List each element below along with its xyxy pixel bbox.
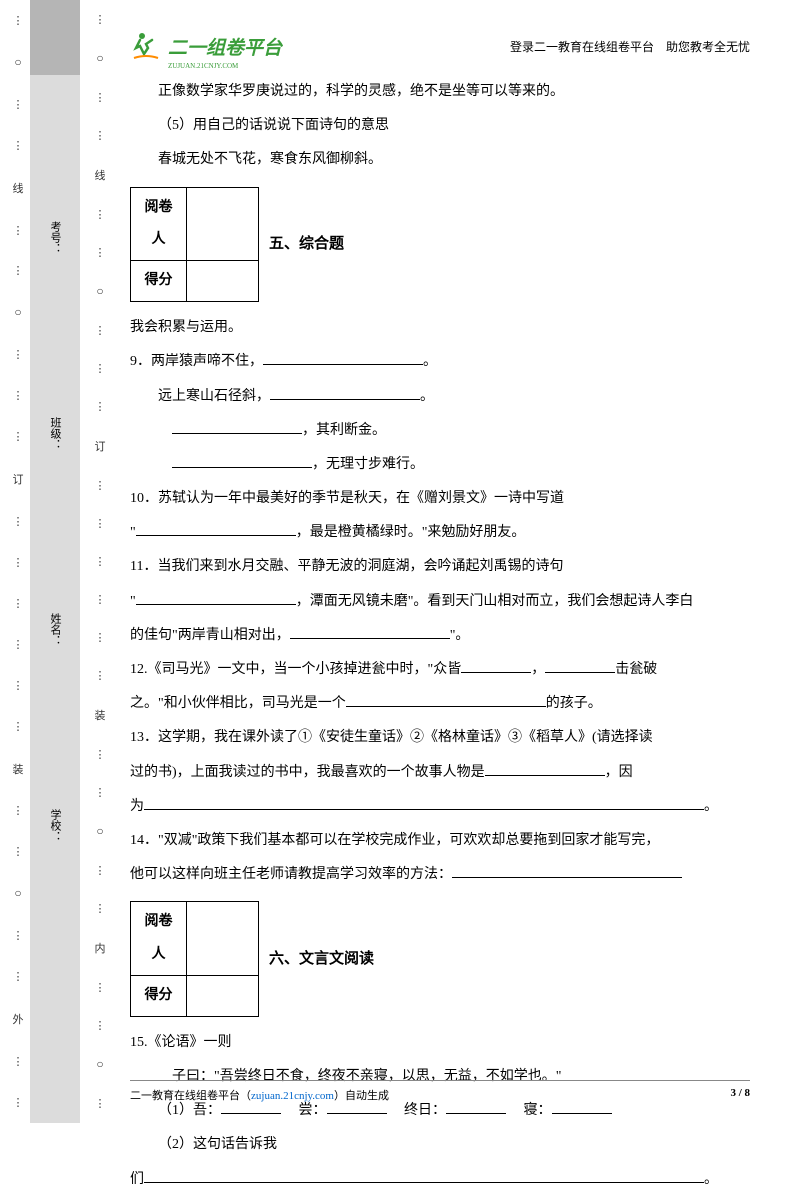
blank[interactable] [485,762,605,776]
question-13d: 为。 [130,791,750,823]
binding-char: 装 [13,761,24,777]
page-footer: 二一教育在线组卷平台（zujuan.21cnjy.com）自动生成 3 / 8 [130,1081,750,1103]
question-9c: ，其利断金。 [130,415,750,447]
question-12c: 之。"和小伙伴相比，司马光是一个的孩子。 [130,688,750,720]
page-number: 3 / 8 [730,1087,750,1103]
text-line: 正像数学家华罗庚说过的，科学的灵感，绝不是坐等可以等来的。 [130,76,750,108]
question-9: 9．两岸猿声啼不住，。 [130,346,750,378]
footer-text: 二一教育在线组卷平台（zujuan.21cnjy.com）自动生成 [130,1087,389,1103]
binding-outer: ⋮○⋮⋮ 线⋮⋮○⋮⋮⋮ 订⋮⋮⋮⋮⋮⋮ 装⋮⋮○⋮⋮ 外⋮⋮ [8,0,28,1123]
section-5-header: 阅卷人 得分 五、综合题 [130,187,750,303]
score-label-reviewer: 阅卷人 [131,902,187,975]
side-label-name: 姓名： [47,613,63,646]
question-9b: 远上寒山石径斜，。 [130,381,750,413]
score-table: 阅卷人 得分 [130,901,259,1017]
section-6-header: 阅卷人 得分 六、文言文阅读 [130,901,750,1017]
question-11c: 的佳句"两岸青山相对出，"。 [130,620,750,652]
score-label-reviewer: 阅卷人 [131,187,187,260]
section-title: 五、综合题 [269,227,344,262]
text-line: （5）用自己的话说说下面诗句的意思 [130,110,750,142]
question-10b: "，最是橙黄橘绿时。"来勉励好朋友。 [130,517,750,549]
footer-link[interactable]: zujuan.21cnjy.com [251,1090,334,1102]
question-13b: 过的书)，上面我读过的书中，我最喜欢的一个故事人物是，因 [130,757,750,789]
question-11b: "，潭面无风镜未磨"。看到天门山相对而立，我们会想起诗人李白 [130,586,750,618]
blank[interactable] [290,625,450,639]
page-header: 二一组卷平台 ZUJUAN.21CNJY.COM 登录二一教育在线组卷平台 助您… [130,30,750,62]
binding-inner: ⋮○⋮⋮ 线⋮⋮○⋮⋮⋮ 订⋮⋮⋮⋮⋮⋮ 装⋮⋮○⋮⋮ 内⋮⋮○⋮ [90,0,110,1123]
binding-char: 内 [95,940,106,956]
question-14b: 他可以这样向班主任老师请教提高学习效率的方法： [130,859,750,891]
logo-icon [130,30,162,62]
binding-char: 线 [95,167,106,183]
question-13: 13．这学期，我在课外读了①《安徒生童话》②《格林童话》③《稻草人》(请选择读 [130,722,750,754]
section-title: 六、文言文阅读 [269,942,374,977]
binding-char: 线 [13,180,24,196]
blank[interactable] [545,659,615,673]
body: 正像数学家华罗庚说过的，科学的灵感，绝不是坐等可以等来的。 （5）用自己的话说说… [130,76,750,1196]
question-14: 14．"双减"政策下我们基本都可以在学校完成作业，可欢欢却总要拖到回家才能写完， [130,825,750,857]
header-tagline: 登录二一教育在线组卷平台 助您教考全无忧 [510,38,750,55]
binding-char: 外 [13,1011,24,1027]
blank[interactable] [461,659,531,673]
question-12: 12.《司马光》一文中，当一个小孩掉进瓮中时，"众皆，击瓮破 [130,654,750,686]
side-label-examnum: 考号： [47,221,63,254]
blank[interactable] [172,420,302,434]
binding-char: 装 [95,707,106,723]
blank[interactable] [136,522,296,536]
blank[interactable] [172,454,312,468]
side-labels: 考号： 班级： 姓名： 学校： [42,0,68,1123]
blank[interactable] [452,864,682,878]
side-label-class: 班级： [47,417,63,450]
logo-subtitle: ZUJUAN.21CNJY.COM [168,62,238,70]
logo-text: 二一组卷平台 [168,33,282,60]
binding-char: 订 [95,438,106,454]
question-10: 10．苏轼认为一年中最美好的季节是秋天，在《赠刘景文》一诗中写道 [130,483,750,515]
text-line: 春城无处不飞花，寒食东风御柳斜。 [130,144,750,176]
binding-char: 订 [13,471,24,487]
logo: 二一组卷平台 ZUJUAN.21CNJY.COM [130,30,282,62]
text-line: 我会积累与运用。 [130,312,750,344]
question-11: 11．当我们来到水月交融、平静无波的洞庭湖，会吟诵起刘禹锡的诗句 [130,551,750,583]
question-15e: 们。 [130,1164,750,1196]
score-label-score: 得分 [131,260,187,301]
blank[interactable] [270,386,420,400]
question-15d: （2）这句话告诉我 [130,1129,750,1161]
blank[interactable] [263,351,423,365]
question-15: 15.《论语》一则 [130,1027,750,1059]
question-9d: ，无理寸步难行。 [130,449,750,481]
side-label-school: 学校： [47,809,63,842]
score-table: 阅卷人 得分 [130,187,259,303]
score-label-score: 得分 [131,975,187,1016]
blank[interactable] [144,796,704,810]
main-content: 二一组卷平台 ZUJUAN.21CNJY.COM 登录二一教育在线组卷平台 助您… [130,30,750,1198]
blank[interactable] [136,591,296,605]
blank[interactable] [144,1169,704,1183]
blank[interactable] [346,693,546,707]
